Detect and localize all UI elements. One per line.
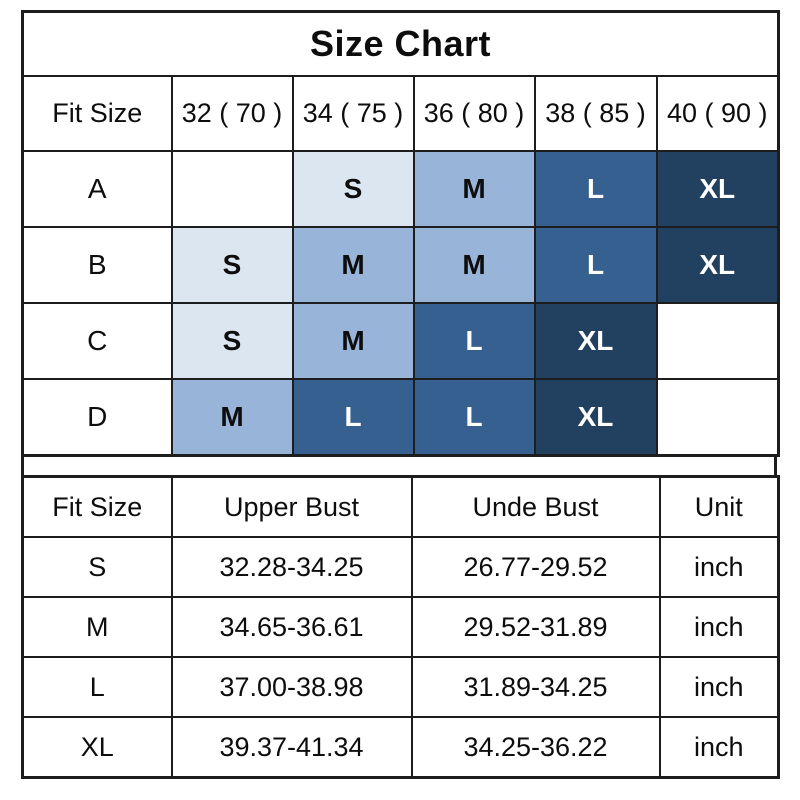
matrix-size-cell: L [291,378,415,457]
measure-row-xl: XL 39.37-41.34 34.25-36.22 inch [21,716,780,779]
matrix-header-cell: 38 ( 85 ) [533,75,658,152]
measure-unit: inch [658,596,780,658]
measure-size-label: S [21,536,173,598]
measure-under-bust: 31.89-34.25 [410,656,661,718]
matrix-header-cell: 36 ( 80 ) [412,75,536,152]
measure-unit: inch [658,716,780,779]
table-spacer [21,457,777,475]
matrix-size-cell: M [291,226,415,304]
matrix-size-cell: M [412,226,536,304]
matrix-size-cell: M [412,150,536,228]
measurements-table: Fit Size Upper Bust Unde Bust Unit S 32.… [21,475,780,779]
measure-unit: inch [658,656,780,718]
measure-under-bust: 26.77-29.52 [410,536,661,598]
matrix-size-cell: XL [533,378,658,457]
measure-size-label: L [21,656,173,718]
measure-row-l: L 37.00-38.98 31.89-34.25 inch [21,656,780,718]
measure-header-unit: Unit [658,475,780,538]
measure-size-label: XL [21,716,173,779]
measure-upper-bust: 37.00-38.98 [170,656,413,718]
matrix-row-label: C [21,302,173,380]
matrix-header-cell: 40 ( 90 ) [655,75,780,152]
matrix-size-cell: M [291,302,415,380]
measure-header-row: Fit Size Upper Bust Unde Bust Unit [21,475,780,538]
title-row: Size Chart [21,10,780,77]
size-matrix-table: Size Chart Fit Size 32 ( 70 ) 34 ( 75 ) … [21,10,781,457]
matrix-row-label: B [21,226,173,304]
matrix-size-cell: L [533,226,658,304]
matrix-size-cell: XL [533,302,658,380]
matrix-header-cell: 32 ( 70 ) [170,75,294,152]
matrix-size-cell: L [412,302,536,380]
matrix-size-cell: L [533,150,658,228]
measure-under-bust: 34.25-36.22 [410,716,661,779]
matrix-size-cell: S [170,226,294,304]
matrix-row-b: B S M M L XL [21,226,780,304]
measure-unit: inch [658,536,780,598]
matrix-empty-cell [170,150,294,228]
matrix-size-cell: L [412,378,536,457]
matrix-size-cell: XL [655,226,780,304]
matrix-size-cell: S [291,150,415,228]
measure-header-fit-size: Fit Size [21,475,173,538]
measure-upper-bust: 39.37-41.34 [170,716,413,779]
matrix-header-cell: 34 ( 75 ) [291,75,415,152]
measure-under-bust: 29.52-31.89 [410,596,661,658]
matrix-size-cell: XL [655,150,780,228]
matrix-empty-cell [655,378,780,457]
measure-upper-bust: 34.65-36.61 [170,596,413,658]
measure-row-s: S 32.28-34.25 26.77-29.52 inch [21,536,780,598]
page-title: Size Chart [21,10,780,77]
matrix-size-cell: M [170,378,294,457]
matrix-row-d: D M L L XL [21,378,780,457]
matrix-header-fit-size: Fit Size [21,75,173,152]
matrix-row-label: A [21,150,173,228]
matrix-header-row: Fit Size 32 ( 70 ) 34 ( 75 ) 36 ( 80 ) 3… [21,75,780,152]
measure-size-label: M [21,596,173,658]
matrix-size-cell: S [170,302,294,380]
measure-header-under-bust: Unde Bust [410,475,661,538]
measure-row-m: M 34.65-36.61 29.52-31.89 inch [21,596,780,658]
measure-header-upper-bust: Upper Bust [170,475,413,538]
measure-upper-bust: 32.28-34.25 [170,536,413,598]
matrix-row-c: C S M L XL [21,302,780,380]
matrix-empty-cell [655,302,780,380]
size-chart: Size Chart Fit Size 32 ( 70 ) 34 ( 75 ) … [21,10,781,779]
matrix-row-label: D [21,378,173,457]
matrix-row-a: A S M L XL [21,150,780,228]
